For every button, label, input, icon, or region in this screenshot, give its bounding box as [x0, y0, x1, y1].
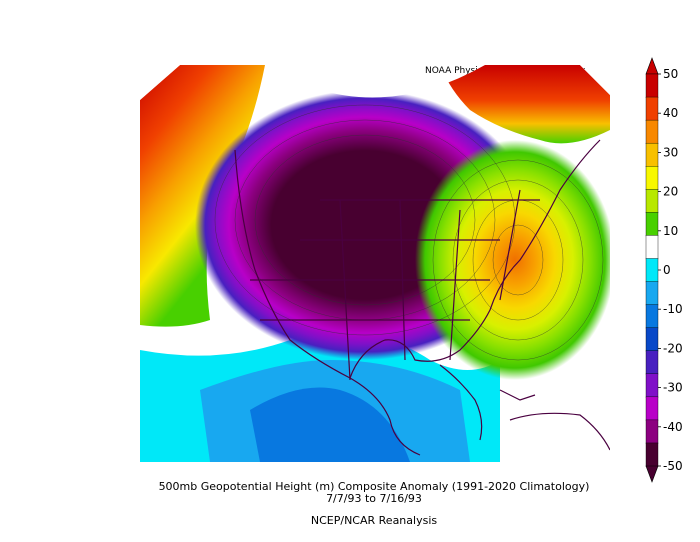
colorbar-tick-label: 30	[663, 145, 678, 159]
colorbar-tick-label: -10	[663, 302, 683, 316]
colorbar-tick-label: 50	[663, 67, 678, 81]
caption-dates: 7/7/93 to 7/16/93	[326, 492, 422, 505]
colorbar-swatch	[645, 212, 659, 237]
colorbar-swatch	[645, 235, 659, 260]
colorbar-top-arrow	[645, 57, 659, 75]
colorbar-bottom-arrow	[645, 465, 659, 483]
colorbar-swatch	[645, 304, 659, 329]
colorbar-tick-label: -50	[663, 459, 683, 473]
colorbar-tick-label: -30	[663, 381, 683, 395]
colorbar-tick-label: -40	[663, 420, 683, 434]
colorbar-tick-label: -20	[663, 341, 683, 355]
colorbar-tick-label: 0	[663, 263, 671, 277]
caption-title: 500mb Geopotential Height (m) Composite …	[158, 480, 590, 493]
colorbar-swatch	[645, 350, 659, 375]
colorbar-swatch	[645, 189, 659, 214]
colorbar-swatch	[645, 166, 659, 190]
colorbar-swatch	[645, 419, 659, 444]
colorbar-swatch	[645, 281, 659, 306]
colorbar-swatch	[645, 142, 659, 167]
colorbar-tick-label: 40	[663, 106, 678, 120]
color-legend: 50 40 30 20 10 0 -10 -20 -30 -40 -50	[645, 57, 683, 483]
colorbar-swatch	[645, 73, 659, 98]
colorbar-swatch	[645, 96, 659, 121]
colorbar-swatch	[645, 396, 659, 421]
colorbar-swatch	[645, 327, 659, 352]
colorbar-swatch	[645, 373, 659, 398]
caption-source: NCEP/NCAR Reanalysis	[310, 514, 438, 527]
colorbar-swatch	[645, 119, 659, 144]
colorbar-tick-label: 10	[663, 224, 678, 238]
colorbar-swatch	[645, 258, 659, 283]
colorbar-tick-label: 20	[663, 185, 678, 199]
colorbar-swatch	[645, 442, 659, 467]
anomaly-map	[140, 65, 610, 462]
